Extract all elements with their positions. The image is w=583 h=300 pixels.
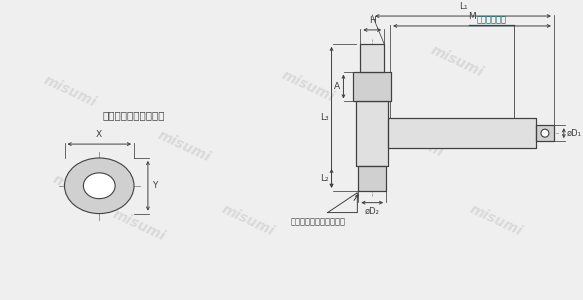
Bar [359,166,386,191]
Text: リリースブッシュ寸法: リリースブッシュ寸法 [103,110,165,120]
Text: H: H [369,16,375,25]
Text: øD₁: øD₁ [567,129,582,138]
Bar [353,72,391,101]
Bar [388,118,536,148]
Bar [536,125,554,141]
Bar [360,44,384,72]
Text: misumi: misumi [155,128,212,164]
Text: L₁: L₁ [459,2,468,11]
Ellipse shape [83,173,115,199]
Text: A: A [334,82,340,91]
Text: misumi: misumi [51,172,108,209]
Bar [356,101,388,166]
Bar [536,125,554,141]
Text: misumi: misumi [428,44,485,80]
Ellipse shape [65,158,134,214]
Text: misumi: misumi [220,202,277,239]
Bar [360,44,384,72]
Text: Y: Y [152,181,157,190]
Text: 接続ねじ（シール剤付）: 接続ねじ（シール剤付） [290,218,345,226]
Bar [359,166,386,191]
Text: X: X [96,130,103,139]
Text: misumi: misumi [279,68,336,105]
Circle shape [541,129,549,137]
Text: misumi: misumi [468,202,525,239]
Text: L₃: L₃ [320,113,329,122]
Text: misumi: misumi [41,73,98,110]
Text: 適用チューブ: 適用チューブ [476,15,507,24]
Bar [356,101,388,166]
Text: øD₂: øD₂ [365,207,380,216]
Bar [353,72,391,101]
Text: M: M [468,12,476,21]
Text: L₂: L₂ [320,174,329,183]
Text: misumi: misumi [110,207,167,244]
Bar [388,118,536,148]
Text: misumi: misumi [388,123,445,159]
